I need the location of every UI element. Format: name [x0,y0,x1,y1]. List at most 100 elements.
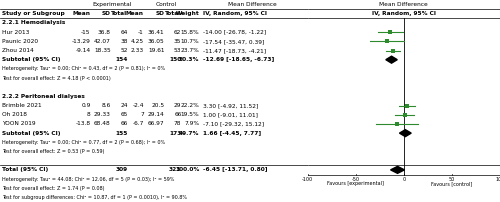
Text: 29.33: 29.33 [94,112,110,117]
Text: Experimental: Experimental [92,2,132,7]
Text: Weight: Weight [176,11,200,16]
Text: 42.07: 42.07 [94,39,110,44]
Text: YOON 2019: YOON 2019 [2,121,35,126]
Text: 7: 7 [140,112,144,117]
Polygon shape [400,130,411,137]
Text: Mean Difference: Mean Difference [380,2,428,7]
Text: -17.54 [-35.47, 0.39]: -17.54 [-35.47, 0.39] [203,39,264,44]
Text: 18.35: 18.35 [94,48,110,53]
Text: 1.66 [-4.45, 7.77]: 1.66 [-4.45, 7.77] [203,131,261,136]
Text: Paunic 2020: Paunic 2020 [2,39,38,44]
Text: Mean: Mean [126,11,144,16]
Text: 29.14: 29.14 [148,112,164,117]
Text: 66.97: 66.97 [148,121,164,126]
Text: 36.05: 36.05 [148,39,164,44]
Text: 0.9: 0.9 [82,103,90,108]
Text: 309: 309 [116,167,128,172]
Text: -2.4: -2.4 [132,103,144,108]
Text: 10.7%: 10.7% [180,39,200,44]
Text: 19.61: 19.61 [148,48,164,53]
Text: 50: 50 [449,177,455,182]
Text: 78: 78 [174,121,182,126]
Text: 323: 323 [169,167,181,172]
Text: -13.8: -13.8 [76,121,90,126]
Text: 38: 38 [120,39,128,44]
Text: 2.33: 2.33 [131,48,144,53]
Text: 36.8: 36.8 [98,30,110,35]
Text: 66: 66 [174,112,182,117]
Text: -6.45 [-13.71, 0.80]: -6.45 [-13.71, 0.80] [203,167,268,172]
Text: Study or Subgroup: Study or Subgroup [2,11,64,16]
Text: 100.0%: 100.0% [175,167,200,172]
Text: 24: 24 [120,103,128,108]
Text: Brimble 2021: Brimble 2021 [2,103,41,108]
Text: 29: 29 [174,103,182,108]
Polygon shape [390,166,404,173]
Text: 155: 155 [115,131,128,136]
Text: 36.41: 36.41 [148,30,164,35]
Text: SD: SD [102,11,110,16]
Text: 65: 65 [120,112,128,117]
Text: -9.14: -9.14 [76,48,90,53]
Text: Heterogeneity: Tau² = 0.00; Chi² = 0.43, df = 2 (P = 0.81); I² = 0%: Heterogeneity: Tau² = 0.00; Chi² = 0.43,… [2,66,164,71]
Text: Mean: Mean [72,11,90,16]
Text: Oh 2018: Oh 2018 [2,112,26,117]
Text: 35: 35 [174,39,182,44]
Text: -13.29: -13.29 [72,39,90,44]
Text: 19.5%: 19.5% [180,112,200,117]
Text: -11.47 [-18.73, -4.21]: -11.47 [-18.73, -4.21] [203,48,266,53]
Text: Test for overall effect: Z = 1.74 (P = 0.08): Test for overall effect: Z = 1.74 (P = 0… [2,186,104,191]
Text: 8: 8 [87,112,90,117]
Text: 7.9%: 7.9% [184,121,200,126]
Text: 15.8%: 15.8% [180,30,200,35]
Text: 2.2.2 Peritoneal dialyses: 2.2.2 Peritoneal dialyses [2,94,84,99]
Text: 52: 52 [120,48,128,53]
Text: -1: -1 [138,30,144,35]
Text: Zhou 2014: Zhou 2014 [2,48,34,53]
Text: Control: Control [155,2,176,7]
Text: 0: 0 [402,177,406,182]
Text: 49.7%: 49.7% [179,131,200,136]
Text: Total: Total [165,11,182,16]
Text: 22.2%: 22.2% [180,103,200,108]
Text: 100: 100 [496,177,500,182]
Text: -12.69 [-18.65, -6.73]: -12.69 [-18.65, -6.73] [203,57,274,62]
Text: 4.25: 4.25 [131,39,144,44]
Text: 154: 154 [115,57,128,62]
Text: 8.6: 8.6 [102,103,110,108]
Text: 3.30 [-4.92, 11.52]: 3.30 [-4.92, 11.52] [203,103,258,108]
Text: -14.00 [-26.78, -1.22]: -14.00 [-26.78, -1.22] [203,30,266,35]
Text: -100: -100 [302,177,313,182]
Text: -7.10 [-29.32, 15.12]: -7.10 [-29.32, 15.12] [203,121,264,126]
Text: Mean Difference: Mean Difference [228,2,276,7]
Text: 68.48: 68.48 [94,121,110,126]
Text: 64: 64 [120,30,128,35]
Text: 150: 150 [169,57,181,62]
Text: -50: -50 [352,177,360,182]
Text: 53: 53 [174,48,182,53]
Text: 2.2.1 Hemodialysis: 2.2.1 Hemodialysis [2,20,65,25]
Text: IV, Random, 95% CI: IV, Random, 95% CI [372,11,436,16]
Text: Heterogeneity: Tau² = 0.00; Chi² = 0.77, df = 2 (P = 0.68); I² = 0%: Heterogeneity: Tau² = 0.00; Chi² = 0.77,… [2,140,164,145]
Text: Heterogeneity: Tau² = 44.08; Chi² = 12.06, df = 5 (P = 0.03); I² = 59%: Heterogeneity: Tau² = 44.08; Chi² = 12.0… [2,177,174,182]
Polygon shape [386,56,398,63]
Text: 1.00 [-9.01, 11.01]: 1.00 [-9.01, 11.01] [203,112,258,117]
Text: 50.3%: 50.3% [179,57,200,62]
Text: Test for subgroup differences: Chi² = 10.87, df = 1 (P = 0.0010), I² = 90.8%: Test for subgroup differences: Chi² = 10… [2,195,186,200]
Text: Subtotal (95% CI): Subtotal (95% CI) [2,57,60,62]
Text: Hur 2013: Hur 2013 [2,30,29,35]
Text: 62: 62 [174,30,182,35]
Text: Test for overall effect: Z = 4.18 (P < 0.0001): Test for overall effect: Z = 4.18 (P < 0… [2,76,110,81]
Text: Total (95% CI): Total (95% CI) [2,167,48,172]
Text: SD: SD [156,11,164,16]
Text: 173: 173 [169,131,181,136]
Text: -6.7: -6.7 [132,121,144,126]
Text: 23.7%: 23.7% [180,48,200,53]
Text: 66: 66 [120,121,128,126]
Text: Total: Total [112,11,128,16]
Text: Favours [control]: Favours [control] [431,181,472,186]
Text: 20.5: 20.5 [152,103,164,108]
Text: -15: -15 [81,30,90,35]
Text: IV, Random, 95% CI: IV, Random, 95% CI [203,11,267,16]
Text: Favours [experimental]: Favours [experimental] [327,181,384,186]
